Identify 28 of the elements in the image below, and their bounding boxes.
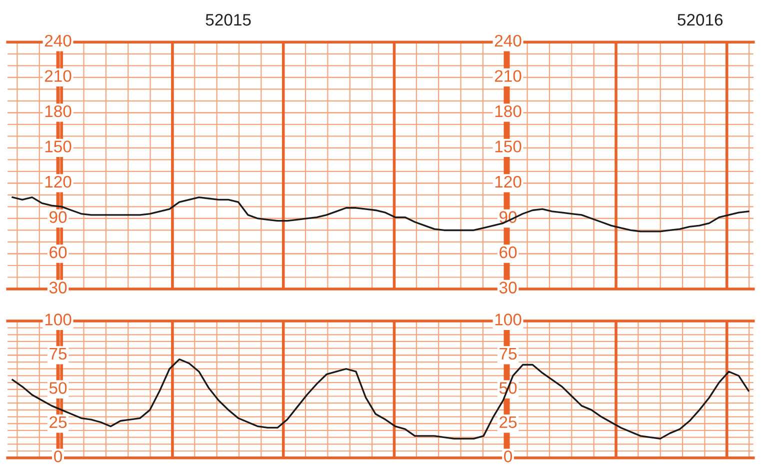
- y-tick-label: 150: [45, 140, 72, 152]
- y-tick-label: 30: [49, 282, 67, 294]
- y-tick-label: 25: [50, 416, 67, 428]
- y2-tick-label: 100: [495, 314, 522, 326]
- y2-tick-label: 150: [495, 140, 522, 152]
- y2-tick-label: 180: [495, 105, 522, 118]
- line-series: [12, 358, 750, 440]
- y2-tick-label: 120: [495, 176, 522, 188]
- y-tick-label: 180: [45, 105, 72, 118]
- y2-tick-label: 60: [500, 246, 517, 258]
- y-tick-label: 240: [44, 34, 72, 47]
- y-tick-label: 90: [50, 211, 67, 223]
- y-tick-label: 210: [44, 70, 72, 82]
- y-tick-label: 100: [45, 314, 72, 326]
- text: 52016: [678, 14, 723, 26]
- y2-tick-label: 240: [494, 34, 522, 47]
- y2-tick-label: 75: [500, 348, 517, 360]
- y-tick-label: 60: [50, 246, 67, 258]
- text: 52015: [206, 14, 251, 26]
- y2-tick-label: 30: [499, 282, 517, 294]
- line-series: [12, 196, 750, 232]
- y-tick-label: 50: [49, 382, 67, 394]
- y-tick-label: 0: [54, 450, 62, 462]
- y2-tick-label: 210: [494, 70, 522, 82]
- y2-tick-label: 25: [500, 416, 517, 428]
- y-tick-label: 120: [45, 176, 72, 188]
- y2-tick-label: 0: [504, 450, 512, 462]
- y-tick-label: 75: [50, 348, 67, 360]
